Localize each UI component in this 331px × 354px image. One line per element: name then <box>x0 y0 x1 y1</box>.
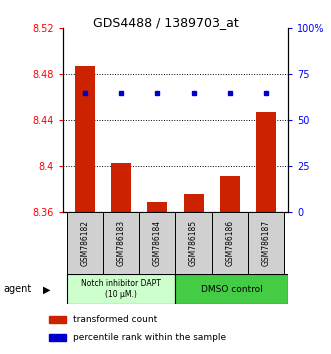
Text: GDS4488 / 1389703_at: GDS4488 / 1389703_at <box>93 16 238 29</box>
Text: agent: agent <box>3 284 31 295</box>
Text: GSM786182: GSM786182 <box>80 221 89 266</box>
Bar <box>49 315 66 322</box>
Bar <box>184 194 204 212</box>
Bar <box>256 112 276 212</box>
FancyBboxPatch shape <box>67 212 103 274</box>
FancyBboxPatch shape <box>175 274 288 304</box>
Text: GSM786187: GSM786187 <box>262 220 271 267</box>
FancyBboxPatch shape <box>212 212 248 274</box>
Bar <box>49 334 66 341</box>
Text: transformed count: transformed count <box>73 315 157 324</box>
Bar <box>147 202 167 212</box>
FancyBboxPatch shape <box>67 274 175 304</box>
Text: Notch inhibitor DAPT
(10 μM.): Notch inhibitor DAPT (10 μM.) <box>81 279 161 299</box>
FancyBboxPatch shape <box>248 212 284 274</box>
Bar <box>220 176 240 212</box>
Text: GSM786184: GSM786184 <box>153 220 162 267</box>
Text: GSM786186: GSM786186 <box>225 220 234 267</box>
FancyBboxPatch shape <box>175 212 212 274</box>
Bar <box>75 66 95 212</box>
Text: ▶: ▶ <box>43 284 51 295</box>
Text: DMSO control: DMSO control <box>201 285 262 294</box>
Text: GSM786185: GSM786185 <box>189 220 198 267</box>
Bar <box>111 163 131 212</box>
Text: GSM786183: GSM786183 <box>117 220 125 267</box>
Text: percentile rank within the sample: percentile rank within the sample <box>73 333 226 342</box>
FancyBboxPatch shape <box>139 212 175 274</box>
FancyBboxPatch shape <box>103 212 139 274</box>
